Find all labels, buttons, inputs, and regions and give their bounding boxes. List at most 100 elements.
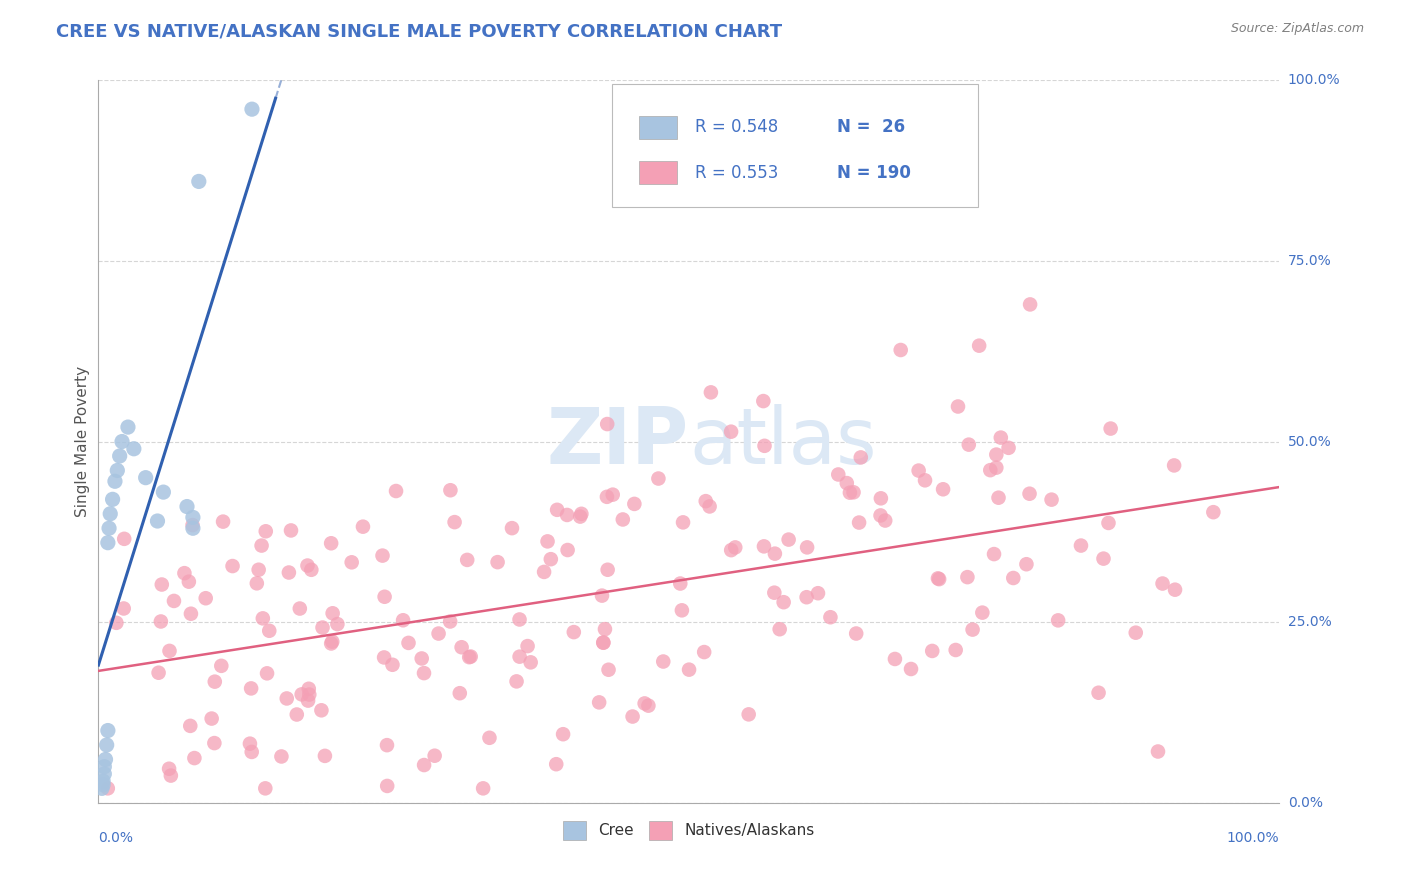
Point (374, 590, 396, 604)
Point (456, 553, 478, 567)
Point (449, 686, 471, 700)
Point (907, 464, 929, 478)
Point (97, 781, 120, 796)
Point (150, 577, 173, 591)
Point (176, 500, 198, 514)
Point (221, 559, 243, 574)
Point (900, 662, 922, 676)
Point (593, 622, 616, 636)
Point (152, 485, 174, 500)
Point (672, 516, 695, 530)
Point (778, 533, 800, 547)
Point (1125, 625, 1147, 640)
Point (105, 463, 128, 477)
Point (201, 712, 224, 726)
Point (187, 174, 209, 188)
Point (987, 491, 1010, 505)
FancyBboxPatch shape (640, 161, 678, 185)
Text: 100.0%: 100.0% (1227, 830, 1279, 845)
Point (769, 622, 792, 636)
Point (202, 736, 225, 750)
Text: R = 0.553: R = 0.553 (695, 164, 778, 182)
Point (1040, 492, 1063, 507)
Point (314, 748, 336, 763)
Point (699, 500, 721, 514)
Point (93, 767, 115, 781)
Point (439, 483, 461, 498)
Point (194, 591, 217, 606)
Point (1015, 558, 1038, 572)
Point (148, 665, 170, 680)
Point (340, 555, 363, 569)
Point (671, 603, 693, 617)
Point (946, 400, 969, 414)
Point (98, 521, 121, 535)
Point (177, 574, 200, 589)
Point (371, 549, 394, 563)
Point (986, 460, 1008, 475)
Point (101, 492, 124, 507)
Point (252, 611, 274, 625)
Point (890, 343, 912, 357)
Point (652, 655, 675, 669)
Point (737, 707, 759, 722)
Text: N =  26: N = 26 (837, 119, 904, 136)
Point (838, 485, 860, 500)
Text: 25.0%: 25.0% (1288, 615, 1331, 629)
Point (204, 674, 226, 689)
Point (385, 483, 408, 498)
Point (1002, 571, 1025, 585)
Point (945, 643, 967, 657)
Point (647, 471, 669, 485)
Point (297, 693, 319, 707)
Point (1152, 576, 1174, 591)
Point (807, 586, 830, 600)
Point (569, 509, 592, 524)
Point (91, 774, 114, 789)
Point (94, 752, 117, 766)
Point (423, 748, 446, 763)
Point (240, 681, 263, 696)
Point (112, 601, 135, 615)
FancyBboxPatch shape (612, 84, 979, 207)
Point (157, 762, 180, 776)
Point (373, 650, 395, 665)
Point (381, 657, 404, 672)
Point (486, 555, 509, 569)
Y-axis label: Single Male Poverty: Single Male Poverty (75, 366, 90, 517)
Text: ZIP: ZIP (547, 403, 689, 480)
Text: 100.0%: 100.0% (1288, 73, 1340, 87)
Point (256, 666, 278, 681)
Point (160, 769, 183, 783)
Point (763, 547, 786, 561)
Point (478, 731, 501, 745)
Point (398, 636, 420, 650)
Point (835, 476, 858, 491)
Point (1099, 421, 1122, 435)
Point (752, 394, 775, 409)
Point (1164, 582, 1187, 597)
Point (602, 488, 624, 502)
Point (990, 431, 1012, 445)
Point (298, 681, 321, 696)
Point (752, 540, 775, 554)
Point (108, 449, 131, 463)
Point (254, 781, 277, 796)
Point (700, 385, 723, 400)
Point (181, 521, 204, 535)
Point (297, 558, 319, 573)
Point (1163, 458, 1185, 473)
Point (555, 508, 578, 522)
Point (884, 652, 907, 666)
Point (820, 610, 842, 624)
Point (212, 515, 235, 529)
Point (540, 552, 562, 566)
Point (562, 625, 585, 640)
Point (536, 534, 558, 549)
Point (546, 503, 568, 517)
Point (247, 563, 270, 577)
Point (932, 483, 955, 497)
Point (472, 781, 495, 796)
Point (633, 697, 655, 711)
Point (724, 541, 747, 555)
